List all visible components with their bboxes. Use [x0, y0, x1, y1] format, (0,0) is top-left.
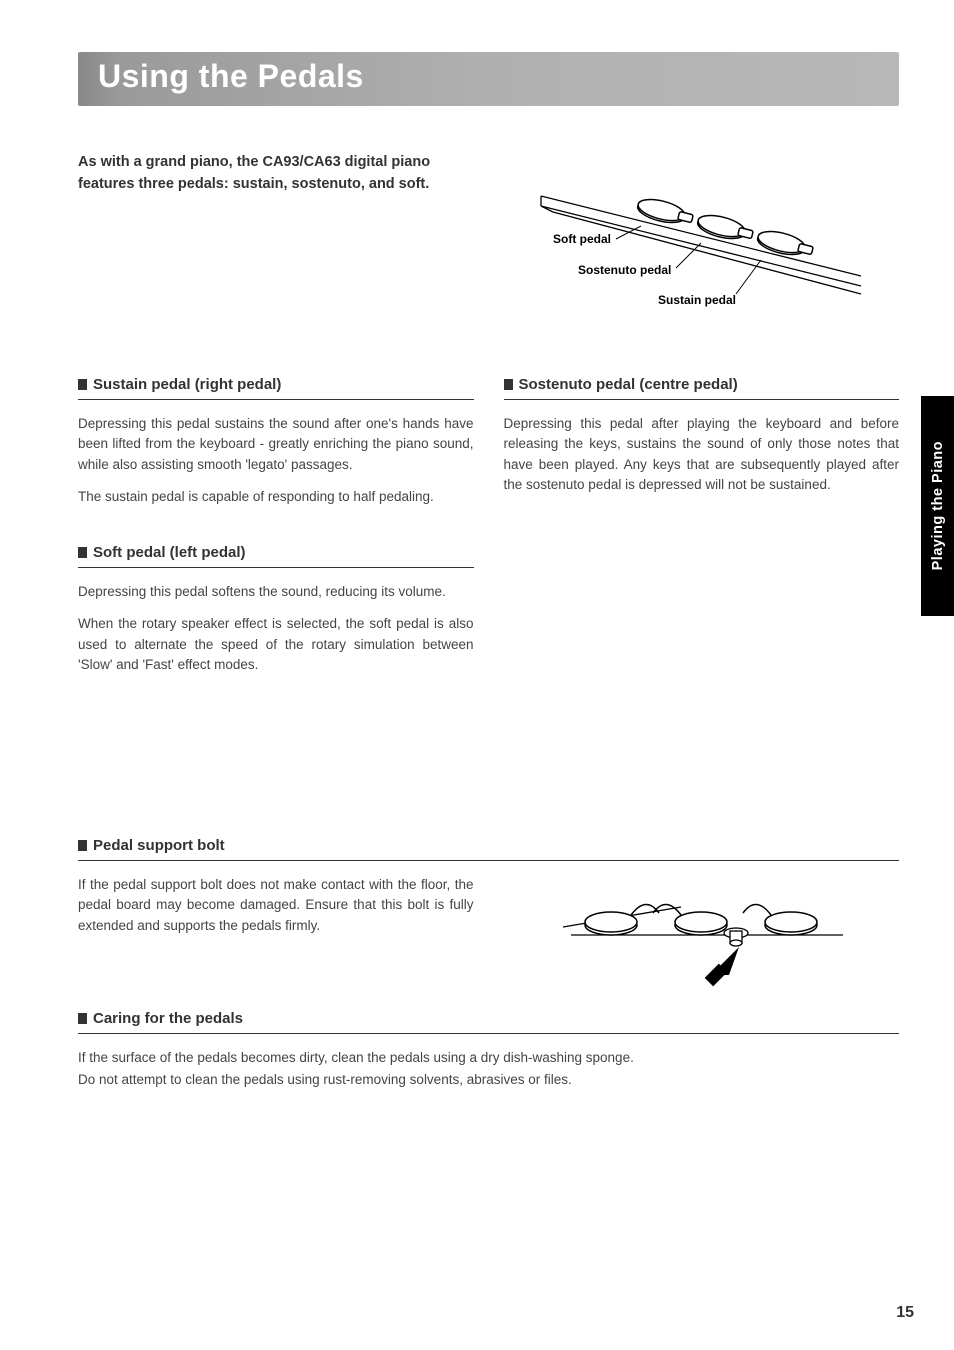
soft-p2: When the rotary speaker effect is select… [78, 614, 474, 675]
sustain-header: Sustain pedal (right pedal) [78, 376, 474, 400]
section-tab: Playing the Piano [921, 396, 954, 616]
pedal-illustration-svg: Soft pedal Sostenuto pedal Sustain pedal [531, 146, 871, 326]
diagram-label-sostenuto: Sostenuto pedal [578, 263, 671, 277]
caring-p1: If the surface of the pedals becomes dir… [78, 1048, 899, 1068]
support-title: Pedal support bolt [93, 837, 225, 854]
section-marker-icon [504, 379, 513, 390]
page-title: Using the Pedals [98, 58, 899, 95]
soft-section: Soft pedal (left pedal) Depressing this … [78, 544, 474, 687]
support-bolt-illustration-svg [551, 875, 851, 995]
caring-header: Caring for the pedals [78, 1010, 899, 1034]
empty-col [504, 544, 900, 687]
section-marker-icon [78, 379, 87, 390]
section-marker-icon [78, 840, 87, 851]
sostenuto-title: Sostenuto pedal (centre pedal) [519, 376, 738, 393]
soft-header: Soft pedal (left pedal) [78, 544, 474, 568]
page-title-bar: Using the Pedals [78, 52, 899, 106]
support-p1: If the pedal support bolt does not make … [78, 875, 474, 936]
pedal-diagram: Soft pedal Sostenuto pedal Sustain pedal [504, 146, 900, 326]
caring-section: Caring for the pedals If the surface of … [78, 1010, 899, 1091]
sostenuto-section: Sostenuto pedal (centre pedal) Depressin… [504, 376, 900, 519]
caring-title: Caring for the pedals [93, 1010, 243, 1027]
intro-text: As with a grand piano, the CA93/CA63 dig… [78, 146, 474, 326]
sustain-section: Sustain pedal (right pedal) Depressing t… [78, 376, 474, 519]
caring-p2: Do not attempt to clean the pedals using… [78, 1070, 899, 1090]
section-marker-icon [78, 547, 87, 558]
two-column-row-2: Soft pedal (left pedal) Depressing this … [78, 544, 899, 687]
diagram-label-sustain: Sustain pedal [658, 293, 736, 307]
soft-p1: Depressing this pedal softens the sound,… [78, 582, 474, 602]
section-tab-label: Playing the Piano [930, 441, 946, 570]
page-number: 15 [896, 1304, 914, 1322]
sustain-p2: The sustain pedal is capable of respondi… [78, 487, 474, 507]
section-marker-icon [78, 1013, 87, 1024]
support-diagram [504, 875, 900, 995]
sostenuto-p1: Depressing this pedal after playing the … [504, 414, 900, 495]
soft-title: Soft pedal (left pedal) [93, 544, 246, 561]
sustain-p1: Depressing this pedal sustains the sound… [78, 414, 474, 475]
support-header: Pedal support bolt [78, 837, 899, 861]
sustain-title: Sustain pedal (right pedal) [93, 376, 281, 393]
two-column-row-1: Sustain pedal (right pedal) Depressing t… [78, 376, 899, 519]
support-section: Pedal support bolt If the pedal support … [78, 837, 899, 995]
diagram-label-soft: Soft pedal [553, 232, 611, 246]
intro-row: As with a grand piano, the CA93/CA63 dig… [78, 146, 899, 326]
sostenuto-header: Sostenuto pedal (centre pedal) [504, 376, 900, 400]
